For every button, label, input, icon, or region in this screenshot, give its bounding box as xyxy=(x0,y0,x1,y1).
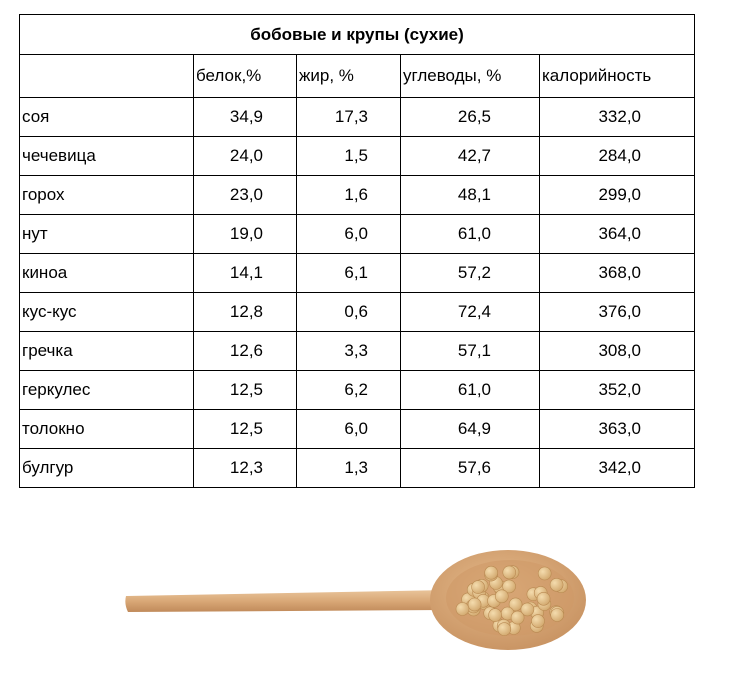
chickpea xyxy=(536,591,551,606)
chickpea xyxy=(549,577,564,592)
data-row: кус-кус 12,8 0,6 72,4 376,0 xyxy=(19,292,695,332)
data-row: соя 34,9 17,3 26,5 332,0 xyxy=(19,97,695,137)
table-title: бобовые и крупы (сухие) xyxy=(19,14,695,55)
title-row: бобовые и крупы (сухие) xyxy=(19,14,695,55)
value-cell: 6,0 xyxy=(296,214,401,254)
value-cell: 364,0 xyxy=(539,214,695,254)
value-cell: 72,4 xyxy=(400,292,540,332)
chickpea xyxy=(508,597,523,612)
chickpea xyxy=(467,597,482,612)
value-cell: 57,1 xyxy=(400,331,540,371)
chickpea xyxy=(502,565,517,580)
chickpea xyxy=(494,589,509,604)
value-cell: 284,0 xyxy=(539,136,695,176)
value-cell: 12,3 xyxy=(193,448,297,488)
row-label: соя xyxy=(19,97,194,137)
value-cell: 61,0 xyxy=(400,214,540,254)
chickpea xyxy=(510,610,525,625)
value-cell: 57,2 xyxy=(400,253,540,293)
header-cell: калорийность xyxy=(539,54,695,98)
value-cell: 6,0 xyxy=(296,409,401,449)
value-cell: 376,0 xyxy=(539,292,695,332)
chickpea xyxy=(455,602,470,616)
value-cell: 363,0 xyxy=(539,409,695,449)
data-row: гречка 12,6 3,3 57,1 308,0 xyxy=(19,331,695,371)
value-cell: 1,6 xyxy=(296,175,401,215)
chickpea xyxy=(484,565,499,580)
row-label: геркулес xyxy=(19,370,194,410)
data-row: киноа 14,1 6,1 57,2 368,0 xyxy=(19,253,695,293)
value-cell: 342,0 xyxy=(539,448,695,488)
chickpea xyxy=(488,608,502,622)
header-cell: жир, % xyxy=(296,54,401,98)
value-cell: 6,1 xyxy=(296,253,401,293)
value-cell: 57,6 xyxy=(400,448,540,488)
chickpea xyxy=(537,566,552,581)
nutrition-table: бобовые и крупы (сухие) белок,% жир, % угл… xyxy=(19,14,695,488)
data-row: толокно 12,5 6,0 64,9 363,0 xyxy=(19,409,695,449)
spoon-handle xyxy=(125,590,448,612)
chickpeas xyxy=(455,565,569,636)
value-cell: 26,5 xyxy=(400,97,540,137)
value-cell: 12,6 xyxy=(193,331,297,371)
row-label: киноа xyxy=(19,253,194,293)
chickpea xyxy=(531,614,545,628)
data-row: булгур 12,3 1,3 57,6 342,0 xyxy=(19,448,695,488)
data-row: нут 19,0 6,0 61,0 364,0 xyxy=(19,214,695,254)
chickpea xyxy=(497,622,512,636)
value-cell: 23,0 xyxy=(193,175,297,215)
chickpea xyxy=(520,602,535,617)
chickpea xyxy=(471,580,485,594)
value-cell: 6,2 xyxy=(296,370,401,410)
value-cell: 308,0 xyxy=(539,331,695,371)
table-body: бобовые и крупы (сухие) белок,% жир, % угл… xyxy=(19,14,695,488)
value-cell: 14,1 xyxy=(193,253,297,293)
value-cell: 368,0 xyxy=(539,253,695,293)
header-row: белок,% жир, % углеводы, % калорийность xyxy=(19,54,695,98)
row-label: толокно xyxy=(19,409,194,449)
value-cell: 1,3 xyxy=(296,448,401,488)
value-cell: 42,7 xyxy=(400,136,540,176)
value-cell: 48,1 xyxy=(400,175,540,215)
chickpea xyxy=(502,579,516,594)
row-label: чечевица xyxy=(19,136,194,176)
chickpea xyxy=(550,608,565,622)
data-row: чечевица 24,0 1,5 42,7 284,0 xyxy=(19,136,695,176)
value-cell: 19,0 xyxy=(193,214,297,254)
row-label: кус-кус xyxy=(19,292,194,332)
value-cell: 61,0 xyxy=(400,370,540,410)
row-label: нут xyxy=(19,214,194,254)
header-cell-empty xyxy=(19,54,194,98)
value-cell: 332,0 xyxy=(539,97,695,137)
